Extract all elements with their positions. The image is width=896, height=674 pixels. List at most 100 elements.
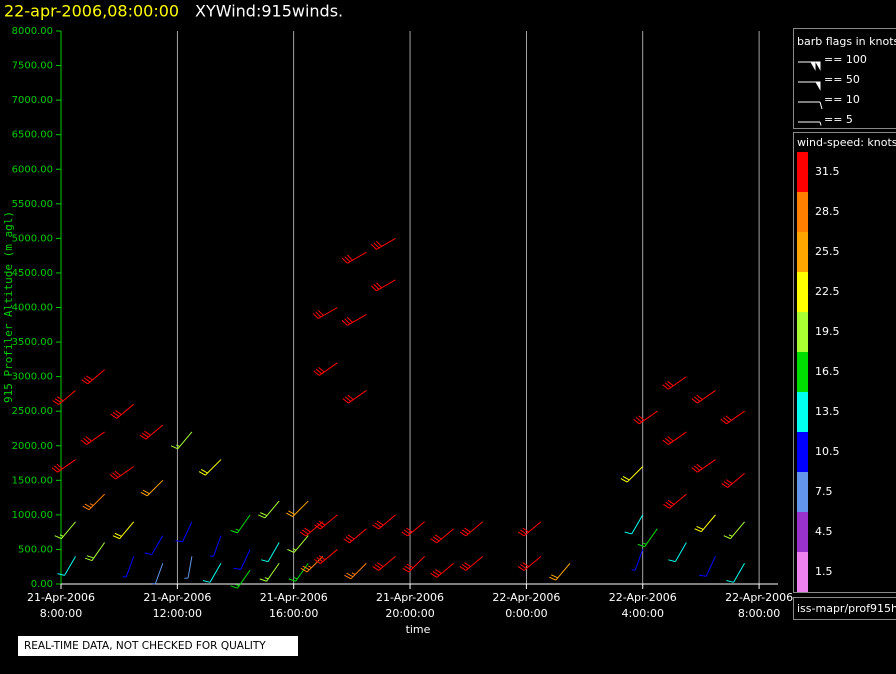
- x-tick-label: 21-Apr-2006: [27, 591, 95, 604]
- y-tick-label: 2000.00: [12, 441, 53, 452]
- color-label: 1.5: [815, 565, 833, 578]
- y-tick-label: 4500.00: [12, 268, 53, 279]
- y-tick-label: 3500.00: [12, 337, 53, 348]
- wind-barb: [430, 528, 454, 544]
- color-swatch: [797, 472, 808, 512]
- wind-barb: [287, 535, 309, 553]
- color-swatch: [797, 192, 808, 232]
- y-tick-label: 8000.00: [12, 26, 53, 37]
- flag-label: == 5: [824, 113, 853, 126]
- wind-barb: [721, 473, 745, 488]
- y-tick-label: 3000.00: [12, 372, 53, 383]
- color-swatch: [797, 552, 808, 592]
- wind-barb: [370, 237, 396, 250]
- y-tick-label: 7000.00: [12, 95, 53, 106]
- color-label: 7.5: [815, 485, 833, 498]
- wind-barb: [57, 556, 76, 576]
- color-label: 22.5: [815, 285, 840, 298]
- wind-barb: [54, 521, 76, 540]
- wind-barb: [52, 390, 76, 406]
- x-tick-label: 20:00:00: [385, 607, 434, 620]
- wind-barb: [151, 563, 164, 585]
- wind-barb: [51, 459, 76, 473]
- color-swatch: [797, 272, 808, 312]
- wind-barb: [258, 500, 280, 519]
- wind-barb: [723, 521, 745, 540]
- wind-barb: [726, 563, 745, 583]
- wind-barb: [631, 549, 644, 571]
- wind-barb: [402, 555, 425, 573]
- color-label: 10.5: [815, 445, 840, 458]
- wind-barb: [112, 521, 135, 540]
- flag-label: == 100: [824, 53, 867, 66]
- wind-barb: [342, 390, 367, 404]
- wind-barb: [233, 549, 251, 570]
- x-tick-label: 21-Apr-2006: [143, 591, 211, 604]
- flag-sample: [798, 81, 821, 91]
- color-label: 31.5: [815, 165, 840, 178]
- y-tick-label: 4000.00: [12, 303, 53, 314]
- color-label: 4.5: [815, 525, 833, 538]
- x-axis-label: time: [406, 623, 431, 636]
- wind-barb: [286, 500, 309, 518]
- x-tick-label: 4:00:00: [622, 607, 664, 620]
- x-tick-label: 8:00:00: [40, 607, 82, 620]
- wind-barb: [314, 514, 338, 530]
- y-tick-label: 7500.00: [12, 61, 53, 72]
- source-box: [793, 597, 896, 620]
- wind-barb: [698, 556, 716, 577]
- wind-barb: [694, 514, 716, 533]
- color-label: 16.5: [815, 365, 840, 378]
- x-tick-label: 22-Apr-2006: [609, 591, 677, 604]
- wind-barb: [344, 562, 367, 580]
- wind-barb: [691, 459, 716, 473]
- y-axis-label: 915 Profiler Altitude (m agl): [2, 211, 15, 403]
- wind-barb: [430, 562, 454, 578]
- wind-barb: [517, 521, 542, 537]
- chart-title: 22-apr-2006,08:00:00: [4, 2, 179, 21]
- y-tick-label: 6500.00: [12, 130, 53, 141]
- x-tick-label: 21-Apr-2006: [260, 591, 328, 604]
- wind-barb: [312, 307, 338, 319]
- wind-barb: [209, 535, 222, 557]
- color-label: 13.5: [815, 405, 840, 418]
- flag-label: == 10: [824, 93, 860, 106]
- wind-barb: [139, 424, 164, 440]
- wind-barb: [401, 521, 425, 537]
- y-tick-label: 0.00: [31, 579, 53, 590]
- wind-barb: [80, 431, 105, 445]
- wind-barb: [144, 535, 164, 556]
- wind-barb: [110, 403, 135, 419]
- flag-label: == 50: [824, 73, 860, 86]
- color-label: 19.5: [815, 325, 840, 338]
- wind-barb: [624, 514, 644, 535]
- note: REAL-TIME DATA, NOT CHECKED FOR QUALITY: [24, 640, 266, 652]
- color-scale-box: [793, 132, 896, 593]
- y-tick-label: 6000.00: [12, 164, 53, 175]
- color-swatch: [797, 232, 808, 272]
- wind-barb: [459, 555, 484, 571]
- wind-barb: [370, 279, 396, 292]
- flag-sample: [798, 61, 821, 71]
- wind-barb: [175, 521, 193, 543]
- wind-barb: [662, 431, 687, 445]
- color-swatch: [797, 392, 808, 432]
- wind-barb: [343, 528, 367, 544]
- color-scale-title: wind-speed: knots: [797, 136, 896, 149]
- wind-barb: [299, 521, 324, 537]
- wind-barb: [84, 542, 106, 562]
- color-swatch: [797, 352, 808, 392]
- wind-barb: [341, 251, 367, 264]
- wind-barb: [459, 521, 484, 537]
- wind-barb: [637, 528, 658, 548]
- wind-barb: [230, 569, 251, 589]
- flag-sample: [798, 101, 823, 110]
- wind-barb: [230, 514, 251, 534]
- wind-barb: [620, 466, 644, 483]
- wind-barb: [202, 563, 222, 583]
- wind-barb: [260, 542, 280, 563]
- flag-legend-box: [793, 28, 896, 129]
- y-tick-label: 2500.00: [12, 406, 53, 417]
- wind-barb: [122, 556, 135, 578]
